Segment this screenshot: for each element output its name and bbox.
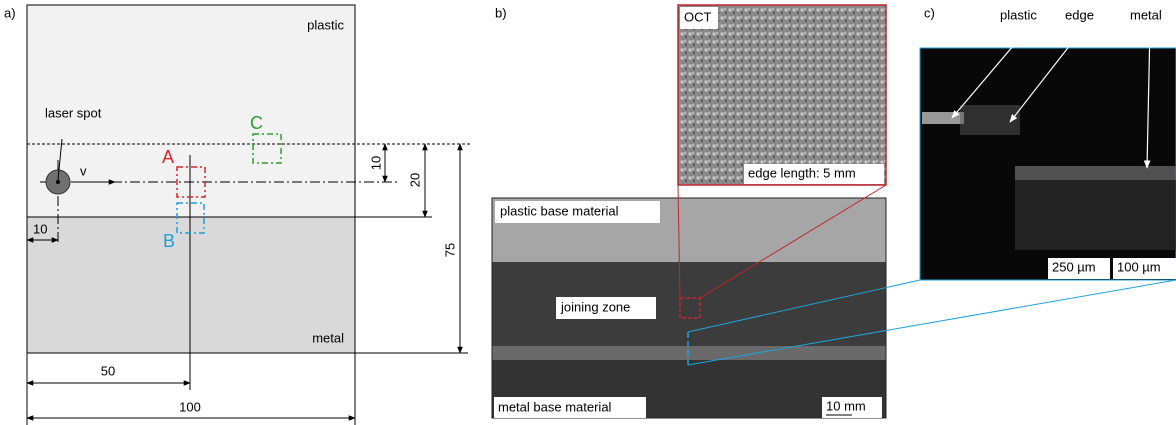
- marker-b: B: [163, 231, 175, 251]
- panel-label: a): [4, 5, 16, 20]
- metal-label: metal: [1130, 7, 1162, 22]
- dimension-label: 50: [101, 363, 115, 378]
- metal-signal: [1015, 166, 1176, 180]
- dimension-label: 10: [33, 221, 47, 236]
- scale-label: 250 µm: [1052, 259, 1096, 274]
- scale-label: 10 mm: [826, 398, 866, 413]
- oct-image: [678, 5, 886, 185]
- panel-label: c): [924, 5, 935, 20]
- laser-spot-label: laser spot: [45, 105, 102, 120]
- metal-scatter: [1015, 180, 1176, 250]
- plastic-label: plastic: [307, 17, 344, 32]
- scale-label: 100 µm: [1117, 259, 1161, 274]
- dimension-label: 20: [407, 173, 422, 187]
- dimension-label: 75: [442, 243, 457, 257]
- plastic-base-label: plastic base material: [500, 203, 619, 218]
- panel-b: b) plastic base material joining zone me…: [492, 5, 886, 418]
- metal-base-label: metal base material: [498, 399, 612, 414]
- metal-label: metal: [312, 330, 344, 345]
- dimension-label: 100: [179, 399, 201, 414]
- joining-photo: [492, 262, 886, 346]
- dimension-label: 10: [368, 156, 383, 170]
- interface-photo: [492, 346, 886, 360]
- marker-c: C: [250, 113, 263, 133]
- metal-region: [27, 217, 355, 353]
- edge-label: edge: [1065, 7, 1094, 22]
- edge-length-label: edge length: 5 mm: [748, 165, 856, 180]
- panel-a: a) plastic metal laser spot v A B C 10 2…: [4, 5, 470, 425]
- panel-label: b): [495, 5, 507, 20]
- laser-center: [56, 180, 60, 184]
- figure: a) plastic metal laser spot v A B C 10 2…: [0, 0, 1176, 425]
- joining-zone-label: joining zone: [560, 299, 630, 314]
- plastic-label: plastic: [1000, 7, 1037, 22]
- marker-a: A: [162, 147, 174, 167]
- velocity-label: v: [80, 163, 87, 178]
- plastic-signal: [922, 112, 964, 124]
- oct-label: OCT: [684, 9, 712, 24]
